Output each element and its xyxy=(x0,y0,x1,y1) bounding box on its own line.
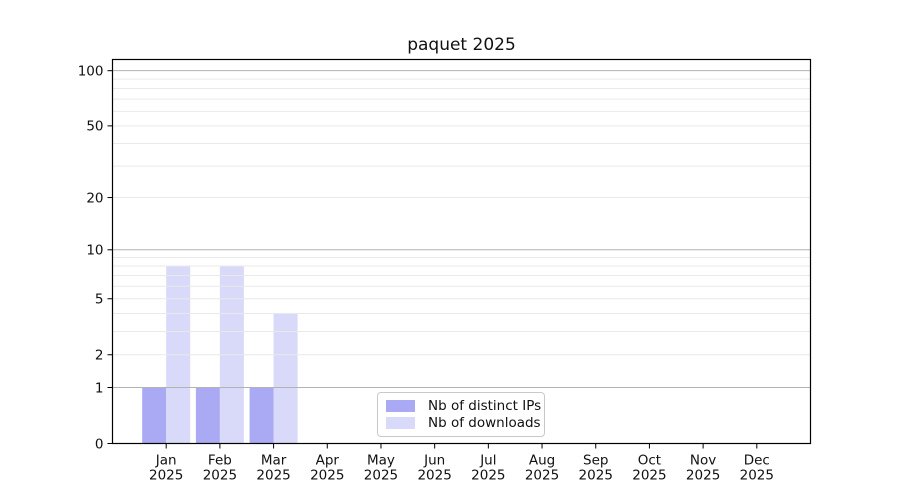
legend-label-downloads: Nb of downloads xyxy=(428,415,541,432)
x-tick-label: May 2025 xyxy=(364,453,398,484)
legend-swatch-distinct-ips xyxy=(386,399,415,412)
legend-swatch-downloads xyxy=(386,417,415,430)
legend-item-distinct-ips: Nb of distinct IPs xyxy=(386,397,541,415)
y-tick-label: 10 xyxy=(86,243,103,259)
bar-series0-mar xyxy=(249,387,274,444)
y-tick-label: 50 xyxy=(86,119,103,135)
x-tick-label: Mar 2025 xyxy=(256,453,290,484)
x-tick-label: Aug 2025 xyxy=(525,453,559,484)
legend: Nb of distinct IPs Nb of downloads xyxy=(377,392,545,437)
x-tick-label: Nov 2025 xyxy=(686,453,720,484)
y-tick-label: 5 xyxy=(95,292,104,308)
chart-title: paquet 2025 xyxy=(407,35,516,55)
x-tick-label: Sep 2025 xyxy=(579,453,613,484)
y-tick-label: 20 xyxy=(86,190,103,206)
legend-label-distinct-ips: Nb of distinct IPs xyxy=(428,397,542,414)
y-tick-label: 2 xyxy=(95,348,104,364)
y-tick-label: 0 xyxy=(95,436,104,452)
x-tick-label: Dec 2025 xyxy=(740,453,774,484)
bar-series0-feb xyxy=(195,387,220,444)
x-tick-label: Jul 2025 xyxy=(471,453,505,484)
bar-series1-mar xyxy=(273,313,298,444)
y-tick-label: 100 xyxy=(78,63,104,79)
x-tick-label: Jan 2025 xyxy=(149,453,183,484)
x-tick-label: Feb 2025 xyxy=(203,453,237,484)
x-tick-label: Apr 2025 xyxy=(310,453,344,484)
x-tick-label: Oct 2025 xyxy=(632,453,666,484)
bar-series0-jan xyxy=(142,387,167,444)
legend-item-downloads: Nb of downloads xyxy=(386,415,541,433)
plot-frame xyxy=(111,58,812,445)
y-tick-label: 1 xyxy=(95,380,104,396)
x-tick-label: Jun 2025 xyxy=(417,453,451,484)
